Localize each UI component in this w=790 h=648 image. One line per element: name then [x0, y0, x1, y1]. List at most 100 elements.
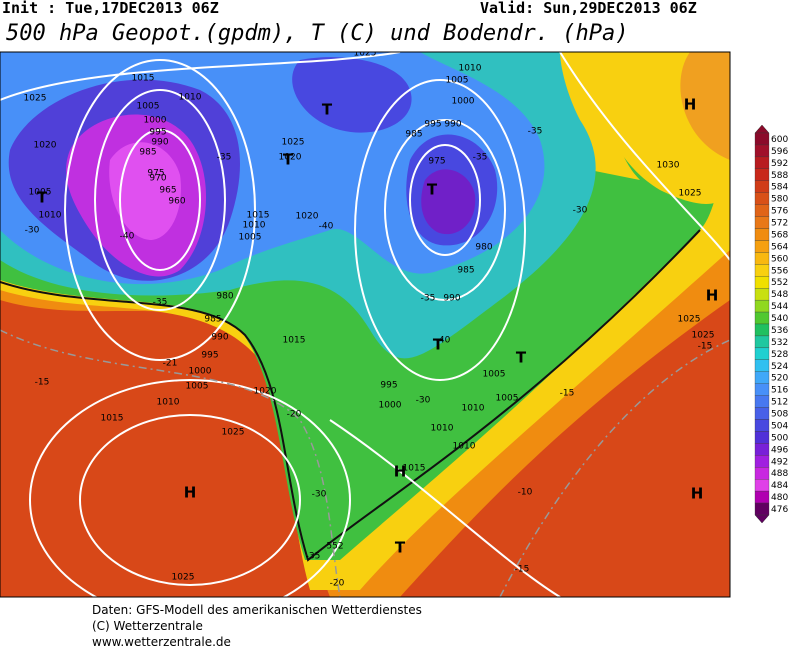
- source: Daten: GFS-Modell des amerikanischen Wet…: [92, 603, 422, 617]
- contour-label: -30: [416, 396, 431, 406]
- contour-label: 1005: [29, 188, 52, 198]
- contour-label: 1000: [452, 97, 475, 107]
- colorbar-label: 556: [771, 266, 788, 276]
- contour-label: 1005: [483, 370, 506, 380]
- contour-label: 1010: [157, 398, 180, 408]
- pressure-center: H: [691, 485, 704, 503]
- colorbar-label: 584: [771, 183, 788, 193]
- colorbar-swatch: [754, 347, 770, 360]
- colorbar-label: 512: [771, 398, 788, 408]
- colorbar-swatch: [754, 132, 770, 146]
- contour-label: 1015: [403, 464, 426, 474]
- colorbar-label: 540: [771, 314, 788, 324]
- contour-label: 1025: [222, 428, 245, 438]
- contour-label: -20: [330, 579, 345, 589]
- contour-label: -35: [217, 153, 232, 163]
- colorbar-swatch: [754, 216, 770, 229]
- colorbar-cap: [754, 514, 770, 524]
- contour-label: 1030: [657, 161, 680, 171]
- contour-label: -35: [306, 552, 321, 562]
- colorbar-label: 568: [771, 230, 788, 240]
- colorbar-swatch: [754, 502, 770, 516]
- colorbar-label: 576: [771, 207, 788, 217]
- colorbar-label: 528: [771, 350, 788, 360]
- contour-label: 1025: [172, 573, 195, 583]
- colorbar-label: 484: [771, 481, 788, 491]
- valid-time: Valid: Sun,29DEC2013 06Z: [480, 0, 697, 17]
- contour-label: 1025: [354, 49, 377, 59]
- colorbar-swatch: [754, 323, 770, 337]
- contour-label: 1020: [34, 141, 57, 151]
- contour-label: -35: [528, 127, 543, 137]
- contour-label: 1010: [431, 424, 454, 434]
- pressure-center: H: [394, 463, 407, 481]
- colorbar-swatch: [754, 455, 770, 468]
- contour-label: 1000: [379, 401, 402, 411]
- colorbar-swatch: [754, 252, 770, 265]
- contour-label: 1020: [254, 387, 277, 397]
- contour-label: 960: [168, 197, 185, 207]
- contour-label: 1010: [39, 211, 62, 221]
- contour-label: 980: [475, 243, 492, 253]
- contour-label: 1010: [459, 64, 482, 74]
- colorbar-label: 492: [771, 457, 788, 467]
- contour-label: 1005: [446, 76, 469, 86]
- contour-label: -10: [518, 488, 533, 498]
- contour-label: 985: [204, 315, 221, 325]
- contour-label: 1020: [279, 153, 302, 163]
- colorbar-swatch: [754, 299, 770, 313]
- colorbar-label: 560: [771, 254, 788, 264]
- colorbar-label: 524: [771, 362, 788, 372]
- contour-label: 990: [443, 294, 460, 304]
- contour-label: 995: [149, 128, 166, 138]
- contour-label: 1015: [283, 336, 306, 346]
- colorbar-label: 476: [771, 505, 788, 515]
- colorbar-swatch: [754, 180, 770, 193]
- contour-label: 1000: [189, 367, 212, 377]
- colorbar-swatch: [754, 156, 770, 169]
- title: 500 hPa Geopot.(gpdm), T (C) und Bodendr…: [6, 21, 629, 46]
- init-time: Init : Tue,17DEC2013 06Z: [2, 0, 219, 17]
- contour-label: 552: [326, 542, 343, 552]
- contour-label: 1010: [179, 93, 202, 103]
- colorbar-label: 480: [771, 493, 788, 503]
- colorbar-swatch: [754, 395, 770, 408]
- contour-label: 1025: [282, 138, 305, 148]
- contour-label: -35: [153, 298, 168, 308]
- colorbar-label: 580: [771, 195, 788, 205]
- colorbar-swatch: [754, 407, 770, 420]
- contour-label: -35: [473, 153, 488, 163]
- copyright: (C) Wetterzentrale: [92, 619, 203, 633]
- contour-label: 990: [151, 138, 168, 148]
- contour-label: 1005: [186, 382, 209, 392]
- colorbar-swatch: [754, 288, 770, 301]
- contour-label: -30: [312, 490, 327, 500]
- contour-label: -40: [436, 336, 451, 346]
- contour-label: 1015: [101, 414, 124, 424]
- colorbar-swatch: [754, 264, 770, 277]
- contour-label: 975: [428, 157, 445, 167]
- colorbar-label: 552: [771, 278, 788, 288]
- contour-label: 1025: [678, 315, 701, 325]
- contour-label: 990: [211, 333, 228, 343]
- colorbar-label: 532: [771, 338, 788, 348]
- colorbar-swatch: [754, 431, 770, 444]
- colorbar-swatch: [754, 371, 770, 384]
- contour-label: 1025: [679, 189, 702, 199]
- colorbar-swatch: [754, 335, 770, 349]
- colorbar-swatch: [754, 383, 770, 396]
- colorbar-label: 588: [771, 171, 788, 181]
- colorbar-swatch: [754, 192, 770, 205]
- contour-label: 1000: [144, 116, 167, 126]
- contour-label: 1005: [239, 233, 262, 243]
- contour-label: -15: [698, 342, 713, 352]
- pressure-center: T: [395, 539, 406, 557]
- contour-label: -21: [163, 359, 178, 369]
- contour-label: 985: [457, 266, 474, 276]
- pressure-center: T: [433, 336, 444, 354]
- colorbar-swatch: [754, 204, 770, 217]
- colorbar-swatch: [754, 467, 770, 480]
- colorbar-swatch: [754, 479, 770, 492]
- pressure-center: H: [684, 96, 697, 114]
